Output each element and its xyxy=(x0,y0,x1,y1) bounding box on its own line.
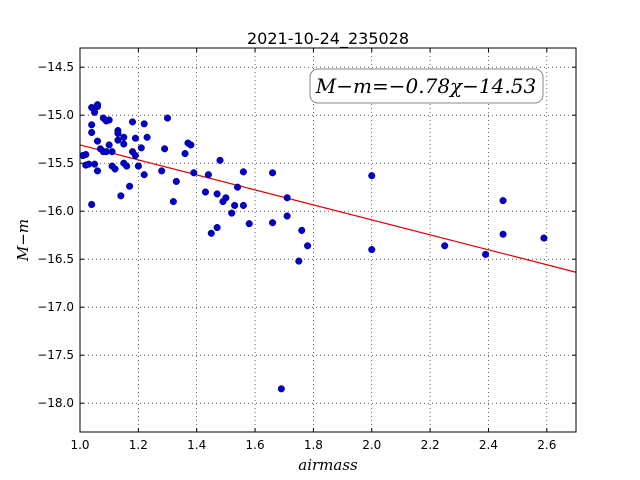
equation-annotation: M−m=−0.78χ−14.53 xyxy=(309,68,544,104)
x-tick-label: 2.0 xyxy=(362,438,381,452)
data-point xyxy=(88,121,96,129)
x-axis-ticks: 1.0 1.2 1.4 1.6 1.8 2.0 2.2 2.4 2.6 xyxy=(70,48,556,452)
data-point xyxy=(93,167,102,175)
y-axis-ticks: −14.5 −15.0 −15.5 −16.0 −16.5 −17.0 −17.5 −18.0 xyxy=(37,60,576,410)
x-tick-label: 2.6 xyxy=(537,438,556,452)
data-point xyxy=(269,219,277,227)
y-tick-label: −18.0 xyxy=(37,396,74,410)
data-point xyxy=(269,169,277,177)
data-point xyxy=(298,226,306,234)
data-point xyxy=(120,133,128,141)
y-axis-label: M−m xyxy=(14,219,32,262)
data-point xyxy=(105,116,113,124)
data-point xyxy=(234,183,242,191)
annotation-label: M−m=−0.78χ−14.53 xyxy=(315,74,536,98)
data-point xyxy=(368,172,376,180)
x-tick-label: 1.8 xyxy=(304,438,323,452)
chart-title: 2021-10-24_235028 xyxy=(247,29,409,49)
data-point xyxy=(239,168,247,176)
x-tick-label: 1.6 xyxy=(246,438,265,452)
data-point xyxy=(105,141,113,149)
data-point xyxy=(304,242,312,250)
data-point xyxy=(283,194,291,202)
data-point xyxy=(368,246,376,254)
data-point xyxy=(123,162,131,170)
x-tick-label: 1.0 xyxy=(70,438,89,452)
data-point xyxy=(169,198,177,206)
data-point xyxy=(134,162,142,170)
data-point xyxy=(283,212,291,220)
data-points xyxy=(79,101,548,393)
data-point xyxy=(93,103,102,111)
x-tick-label: 2.4 xyxy=(479,438,498,452)
data-point xyxy=(108,148,116,156)
fit-line-group xyxy=(79,144,577,273)
data-point xyxy=(93,137,102,145)
data-point xyxy=(201,188,210,196)
data-point xyxy=(91,108,99,116)
data-point xyxy=(114,136,122,144)
data-point xyxy=(190,169,198,177)
data-point xyxy=(213,190,221,198)
data-point xyxy=(207,229,215,237)
data-point xyxy=(172,177,180,185)
data-point xyxy=(231,201,239,209)
data-point xyxy=(140,120,148,128)
data-point xyxy=(163,114,172,122)
data-point xyxy=(441,242,449,250)
y-tick-label: −16.5 xyxy=(37,252,74,266)
x-tick-label: 1.4 xyxy=(187,438,206,452)
data-point xyxy=(120,140,128,148)
data-point xyxy=(277,385,285,393)
data-point xyxy=(140,171,148,179)
data-point xyxy=(228,209,236,217)
data-point xyxy=(245,220,253,228)
data-point xyxy=(295,257,303,265)
data-point xyxy=(540,234,548,242)
x-tick-label: 2.2 xyxy=(421,438,440,452)
data-point xyxy=(82,151,90,159)
y-tick-label: −14.5 xyxy=(37,60,74,74)
data-point xyxy=(499,230,507,238)
data-point xyxy=(131,151,139,160)
data-point xyxy=(213,223,221,232)
data-point xyxy=(204,171,212,179)
annotation-box xyxy=(309,68,544,104)
y-tick-label: −15.5 xyxy=(37,156,74,170)
data-point xyxy=(181,150,189,158)
data-point xyxy=(128,118,137,126)
data-point xyxy=(482,250,490,258)
data-point xyxy=(143,133,151,141)
data-point xyxy=(187,141,195,149)
data-point xyxy=(126,182,134,190)
data-point xyxy=(131,134,139,142)
data-point xyxy=(158,167,166,175)
data-point xyxy=(114,129,122,137)
fit-line xyxy=(79,144,577,273)
data-point xyxy=(216,156,224,164)
y-tick-label: −17.0 xyxy=(37,300,74,314)
y-tick-label: −17.5 xyxy=(37,348,74,362)
y-tick-label: −16.0 xyxy=(37,204,74,218)
grid-lines xyxy=(79,48,576,432)
data-point xyxy=(137,144,145,152)
y-tick-label: −15.0 xyxy=(37,108,74,122)
data-point xyxy=(88,200,96,209)
data-point xyxy=(161,145,169,153)
data-point xyxy=(499,197,507,205)
data-point xyxy=(111,165,119,173)
data-point xyxy=(88,128,96,137)
data-point xyxy=(117,192,125,200)
data-point xyxy=(222,194,230,202)
plot-frame xyxy=(79,47,577,433)
data-point xyxy=(239,201,247,209)
data-point xyxy=(91,160,99,168)
x-tick-label: 1.2 xyxy=(129,438,148,452)
x-axis-label: airmass xyxy=(298,456,358,474)
